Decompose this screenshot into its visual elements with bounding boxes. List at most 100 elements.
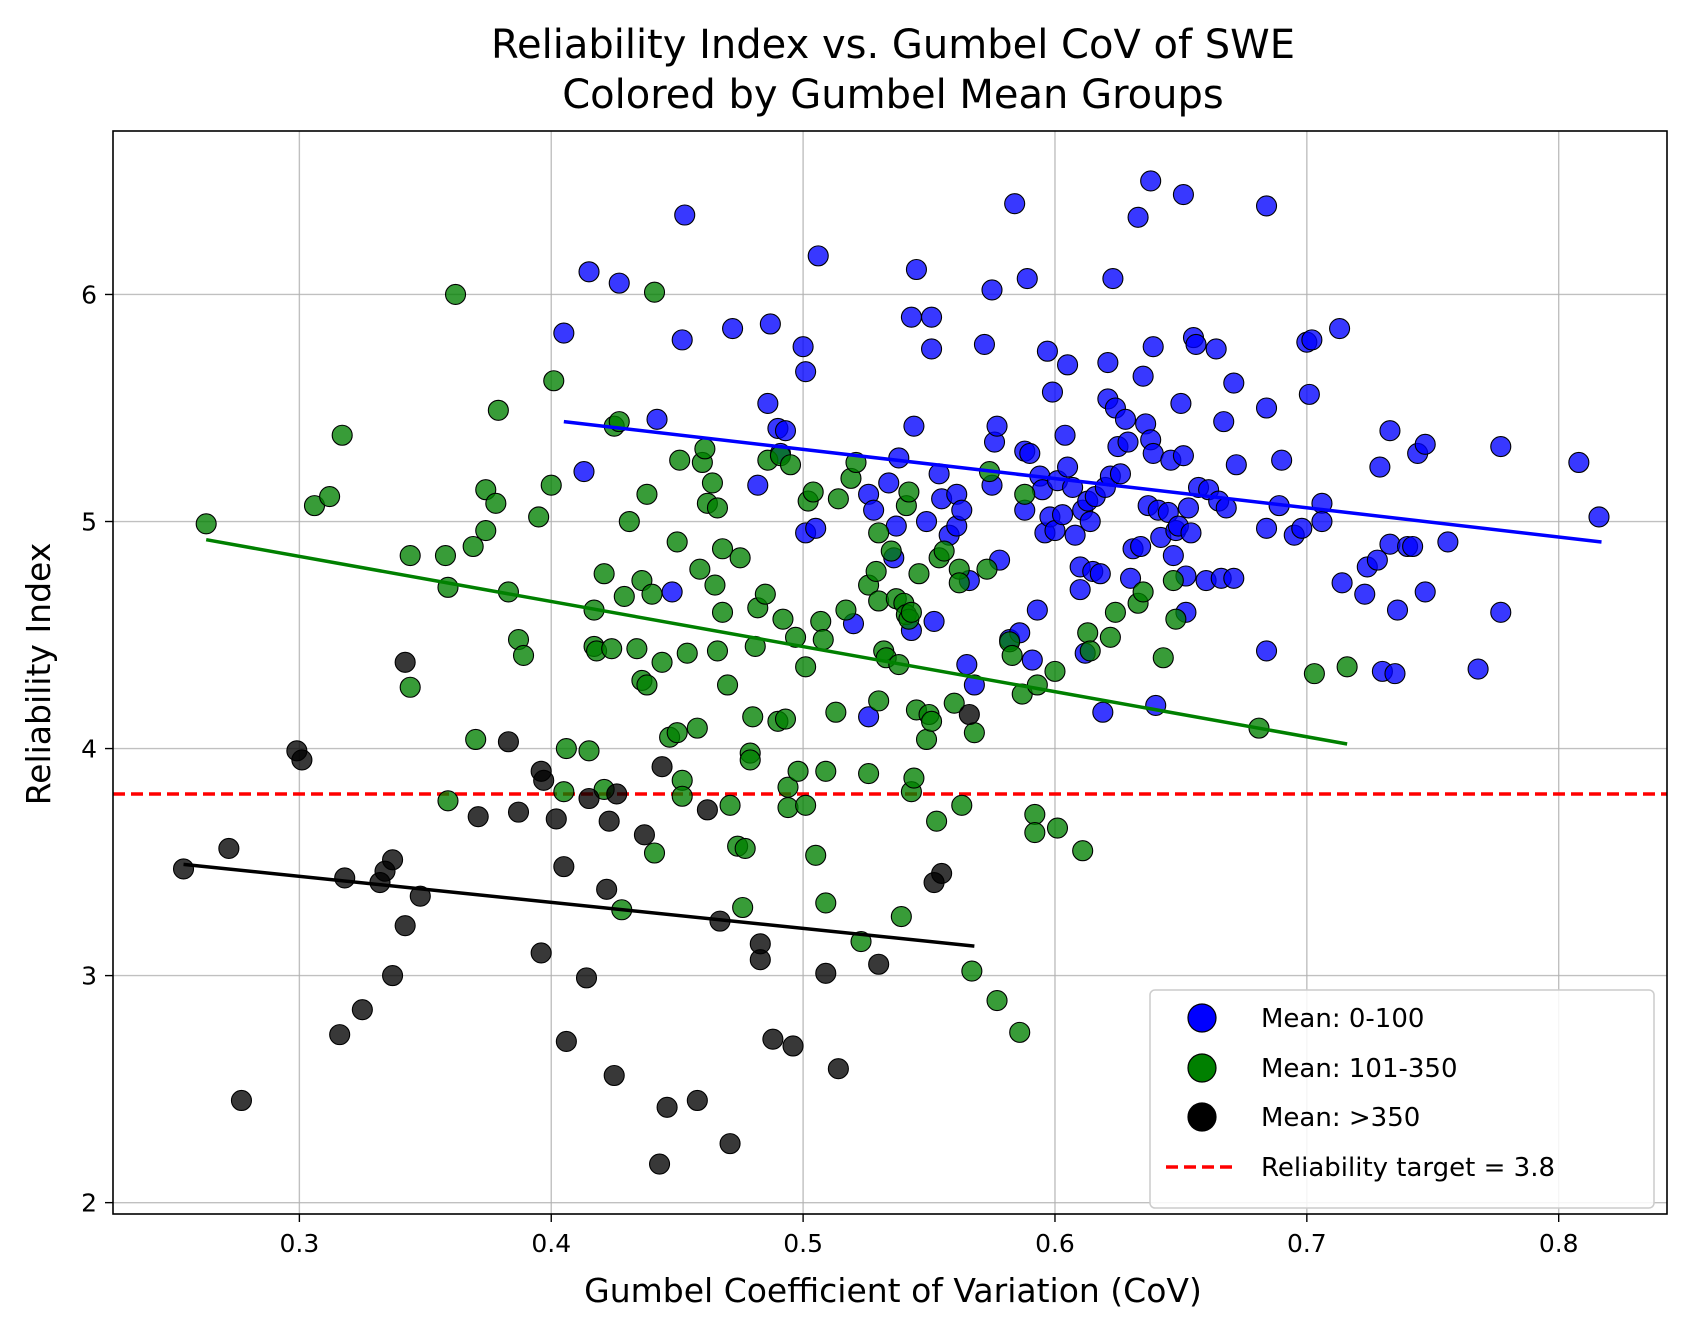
data-point-mean-101-350 [694, 438, 716, 460]
data-point-mean-0-100 [923, 610, 945, 632]
data-point-mean-0-100 [553, 322, 575, 344]
data-point-mean-0-100 [1298, 383, 1320, 405]
data-point-mean-gt-350 [394, 915, 416, 937]
data-point-mean-101-350 [754, 583, 776, 605]
data-point-mean-101-350 [485, 492, 507, 514]
data-point-mean-gt-350 [648, 1153, 671, 1175]
data-point-mean-101-350 [613, 585, 635, 607]
data-point-mean-0-100 [1130, 535, 1152, 558]
data-point-mean-0-100 [1255, 397, 1278, 419]
data-point-mean-gt-350 [633, 824, 655, 846]
data-point-mean-101-350 [1152, 647, 1174, 669]
data-point-mean-101-350 [890, 906, 912, 928]
data-point-mean-101-350 [465, 728, 487, 751]
data-point-mean-101-350 [706, 640, 729, 662]
data-point-mean-101-350 [1132, 581, 1154, 603]
data-point-mean-0-100 [1102, 268, 1124, 290]
data-point-mean-gt-350 [958, 703, 980, 726]
data-point-mean-gt-350 [686, 1089, 708, 1112]
data-point-mean-gt-350 [507, 801, 530, 823]
data-point-mean-0-100 [1331, 572, 1353, 594]
data-point-mean-gt-350 [351, 999, 373, 1021]
data-point-mean-101-350 [1014, 483, 1036, 505]
legend-box [1149, 989, 1655, 1209]
data-point-mean-101-350 [774, 708, 797, 730]
data-point-mean-101-350 [777, 797, 799, 819]
data-point-mean-0-100 [1255, 517, 1278, 539]
data-point-mean-101-350 [399, 676, 421, 698]
data-point-mean-101-350 [553, 781, 575, 803]
data-point-mean-101-350 [676, 642, 698, 664]
data-point-mean-0-100 [1379, 420, 1401, 442]
data-point-mean-101-350 [636, 483, 658, 505]
data-point-mean-0-100 [1185, 333, 1207, 355]
data-point-mean-0-100 [858, 706, 880, 728]
data-point-mean-101-350 [729, 547, 751, 569]
data-point-mean-0-100 [1437, 531, 1459, 553]
x-tick-label: 0.4 [531, 1229, 571, 1258]
data-point-mean-0-100 [1490, 436, 1512, 458]
data-point-mean-gt-350 [497, 731, 519, 753]
plot-frame [112, 130, 1668, 1215]
data-point-mean-101-350 [739, 749, 761, 771]
data-point-mean-101-350 [643, 281, 666, 303]
data-point-mean-101-350 [618, 510, 640, 533]
data-point-mean-101-350 [732, 896, 754, 919]
data-point-mean-101-350 [795, 656, 817, 678]
data-point-mean-0-100 [1109, 463, 1132, 485]
data-point-mean-101-350 [711, 601, 734, 623]
data-point-mean-101-350 [868, 690, 890, 712]
data-point-mean-0-100 [1051, 504, 1074, 526]
data-point-mean-0-100 [1057, 354, 1079, 376]
data-point-mean-101-350 [643, 842, 666, 864]
data-point-mean-gt-350 [596, 878, 618, 900]
data-point-mean-101-350 [719, 794, 741, 816]
data-point-mean-gt-350 [606, 783, 628, 805]
y-tick-label: 2 [81, 1189, 97, 1218]
data-point-mean-101-350 [1009, 1021, 1031, 1043]
legend-label-mean-gt-350: Mean: >350 [1261, 1103, 1420, 1133]
data-point-mean-101-350 [900, 601, 922, 623]
data-point-mean-0-100 [1354, 583, 1376, 605]
data-point-mean-gt-350 [696, 799, 718, 821]
data-point-mean-101-350 [795, 794, 817, 816]
legend-label-reliability-target: Reliability target = 3.8 [1261, 1153, 1555, 1183]
data-point-mean-gt-350 [218, 837, 240, 860]
data-point-mean-101-350 [319, 485, 341, 508]
data-point-mean-gt-350 [334, 867, 356, 889]
data-point-mean-101-350 [986, 990, 1008, 1012]
data-point-mean-gt-350 [651, 756, 673, 778]
data-point-mean-101-350 [865, 560, 887, 583]
legend-label-mean-0-100: Mean: 0-100 [1261, 1004, 1424, 1034]
data-point-mean-0-100 [1329, 317, 1351, 340]
data-point-mean-101-350 [540, 474, 562, 496]
x-tick-label: 0.3 [279, 1229, 319, 1258]
data-point-mean-101-350 [706, 497, 729, 519]
data-point-mean-101-350 [951, 794, 973, 816]
data-point-mean-0-100 [1255, 195, 1278, 217]
legend-label-mean-101-350: Mean: 101-350 [1261, 1054, 1458, 1084]
data-point-mean-0-100 [805, 517, 827, 539]
data-point-mean-101-350 [903, 767, 925, 789]
data-point-mean-gt-350 [827, 1058, 849, 1080]
data-point-mean-0-100 [1379, 533, 1401, 555]
data-point-mean-0-100 [878, 472, 900, 494]
data-point-mean-0-100 [1205, 338, 1227, 360]
data-point-mean-101-350 [399, 545, 421, 567]
data-point-mean-0-100 [1057, 456, 1079, 478]
series-mean-gt-350 [172, 651, 980, 1175]
data-point-mean-0-100 [1568, 451, 1590, 474]
data-point-mean-101-350 [462, 535, 484, 558]
data-point-mean-0-100 [1223, 567, 1245, 589]
data-point-mean-0-100 [1225, 454, 1247, 476]
data-point-mean-101-350 [926, 810, 948, 832]
data-point-mean-101-350 [578, 740, 600, 762]
data-point-mean-0-100 [1366, 549, 1388, 571]
data-point-mean-0-100 [1127, 206, 1149, 228]
data-point-mean-101-350 [943, 692, 965, 714]
data-points [172, 170, 1610, 1175]
data-point-mean-101-350 [689, 558, 711, 580]
data-point-mean-0-100 [973, 333, 995, 355]
data-point-mean-101-350 [815, 892, 837, 914]
